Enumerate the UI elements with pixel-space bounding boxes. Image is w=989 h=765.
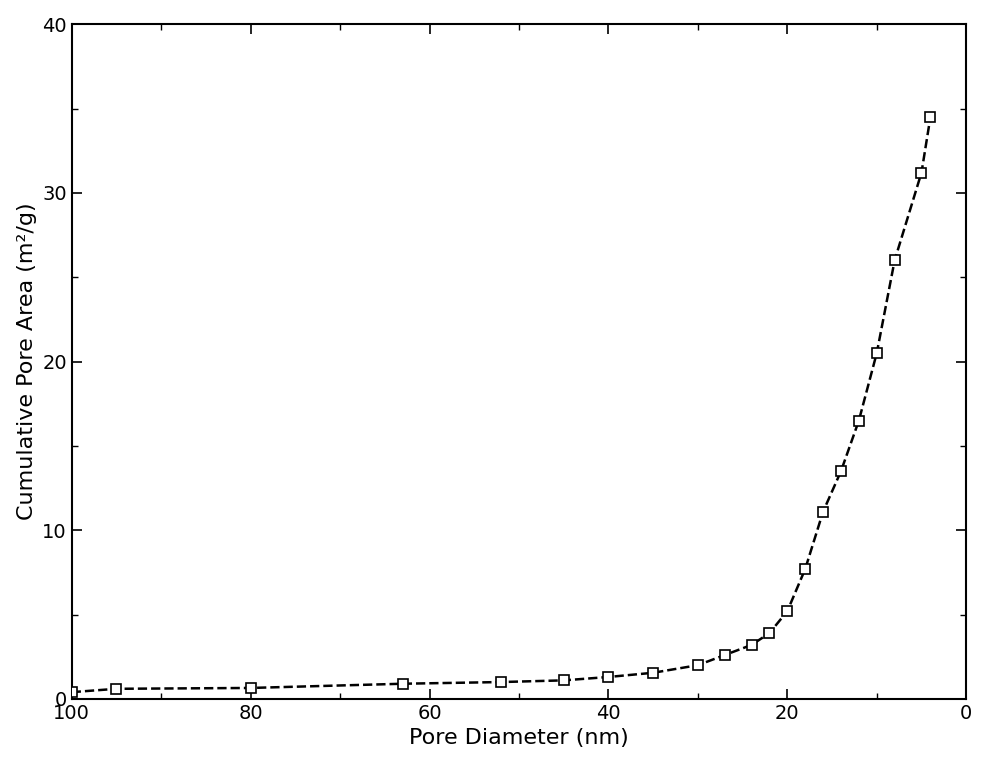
X-axis label: Pore Diameter (nm): Pore Diameter (nm) xyxy=(409,728,629,748)
Y-axis label: Cumulative Pore Area (m²/g): Cumulative Pore Area (m²/g) xyxy=(17,203,37,520)
